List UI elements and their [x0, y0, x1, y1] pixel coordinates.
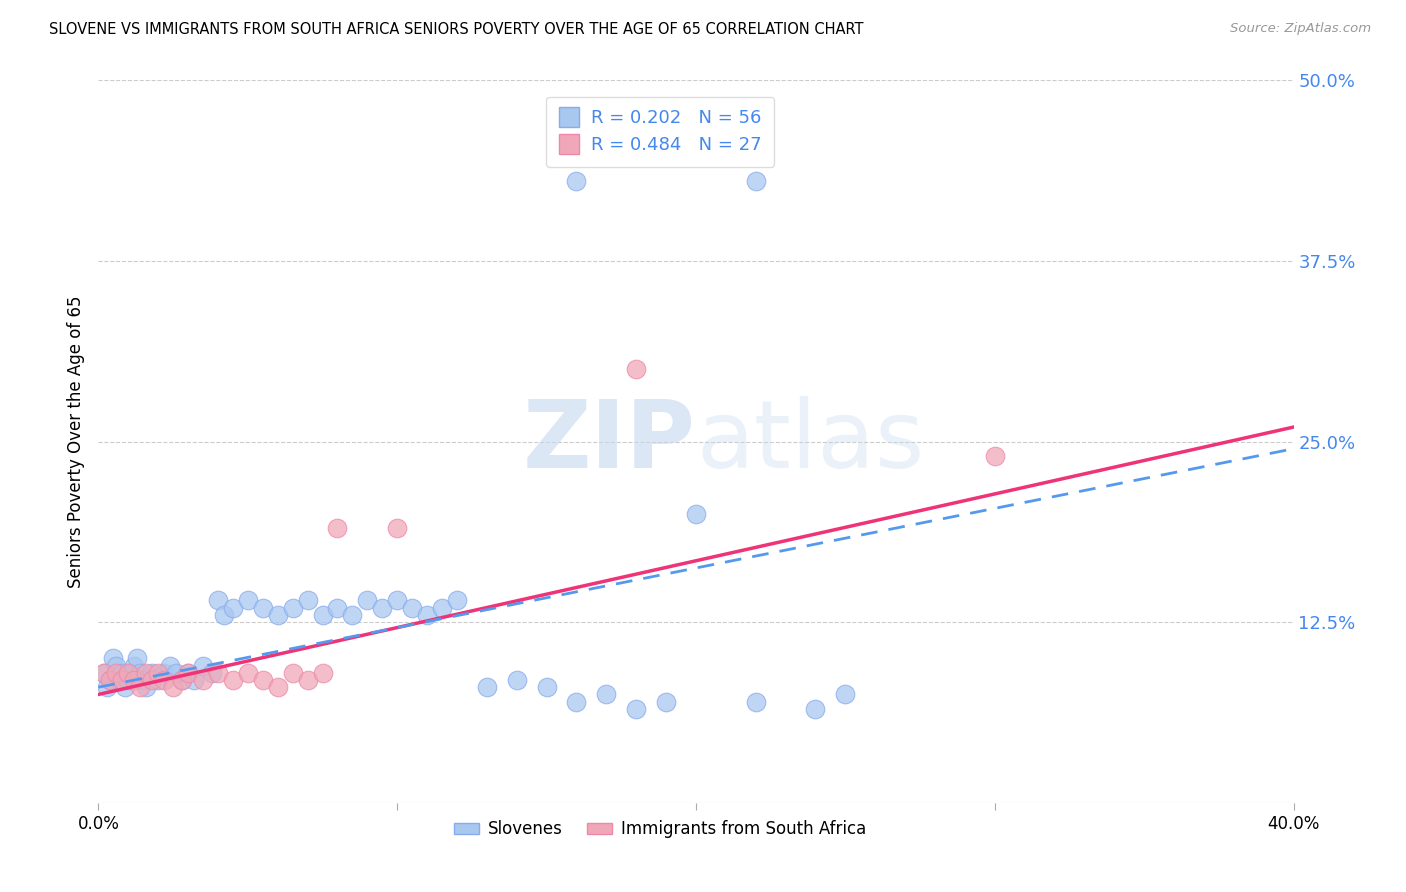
Point — [135, 680, 157, 694]
Point — [153, 665, 176, 680]
Point — [430, 600, 453, 615]
Point — [252, 600, 274, 615]
Point — [565, 695, 588, 709]
Point — [281, 600, 304, 615]
Point — [385, 593, 409, 607]
Point — [745, 174, 768, 188]
Point — [236, 593, 259, 607]
Point — [117, 673, 139, 687]
Point — [984, 449, 1007, 463]
Point — [111, 665, 134, 680]
Point — [153, 673, 176, 687]
Point — [114, 680, 136, 694]
Text: Source: ZipAtlas.com: Source: ZipAtlas.com — [1230, 22, 1371, 36]
Point — [135, 665, 157, 680]
Point — [371, 600, 394, 615]
Point — [446, 593, 468, 607]
Y-axis label: Seniors Poverty Over the Age of 65: Seniors Poverty Over the Age of 65 — [66, 295, 84, 588]
Point — [685, 507, 707, 521]
Point — [252, 673, 274, 687]
Point — [356, 593, 378, 607]
Point — [165, 665, 187, 680]
Point — [475, 680, 498, 694]
Text: ZIP: ZIP — [523, 395, 696, 488]
Point — [342, 607, 364, 622]
Point — [401, 600, 423, 615]
Text: atlas: atlas — [696, 395, 924, 488]
Point — [311, 607, 333, 622]
Point — [222, 600, 245, 615]
Point — [212, 607, 235, 622]
Point — [96, 680, 118, 694]
Point — [141, 673, 163, 687]
Point — [111, 673, 134, 687]
Text: SLOVENE VS IMMIGRANTS FROM SOUTH AFRICA SENIORS POVERTY OVER THE AGE OF 65 CORRE: SLOVENE VS IMMIGRANTS FROM SOUTH AFRICA … — [49, 22, 863, 37]
Point — [745, 695, 768, 709]
Point — [105, 665, 128, 680]
Point — [191, 673, 214, 687]
Point — [132, 673, 155, 687]
Point — [127, 651, 149, 665]
Point — [536, 680, 558, 694]
Point — [117, 665, 139, 680]
Point — [93, 665, 115, 680]
Point — [191, 658, 214, 673]
Point — [141, 665, 163, 680]
Point — [267, 680, 290, 694]
Point — [834, 687, 856, 701]
Point — [124, 658, 146, 673]
Legend: Slovenes, Immigrants from South Africa: Slovenes, Immigrants from South Africa — [447, 814, 873, 845]
Point — [148, 673, 170, 687]
Point — [267, 607, 290, 622]
Point — [177, 665, 200, 680]
Point — [98, 673, 122, 687]
Point — [162, 680, 184, 694]
Point — [595, 687, 617, 701]
Point — [626, 362, 648, 376]
Point — [124, 673, 146, 687]
Point — [98, 673, 122, 687]
Point — [385, 521, 409, 535]
Point — [506, 673, 529, 687]
Point — [103, 651, 125, 665]
Point — [207, 665, 229, 680]
Point — [655, 695, 678, 709]
Point — [93, 665, 115, 680]
Point — [311, 665, 333, 680]
Point — [326, 521, 349, 535]
Point — [222, 673, 245, 687]
Point — [120, 665, 142, 680]
Point — [326, 600, 349, 615]
Point — [297, 593, 319, 607]
Point — [207, 593, 229, 607]
Point — [201, 665, 224, 680]
Point — [281, 665, 304, 680]
Point — [297, 673, 319, 687]
Point — [129, 665, 152, 680]
Point — [183, 673, 205, 687]
Point — [804, 702, 827, 716]
Point — [626, 702, 648, 716]
Point — [108, 673, 131, 687]
Point — [129, 680, 152, 694]
Point — [236, 665, 259, 680]
Point — [416, 607, 439, 622]
Point — [565, 174, 588, 188]
Point — [172, 673, 194, 687]
Point — [159, 658, 181, 673]
Point — [105, 658, 128, 673]
Point — [172, 673, 194, 687]
Point — [148, 665, 170, 680]
Point — [177, 665, 200, 680]
